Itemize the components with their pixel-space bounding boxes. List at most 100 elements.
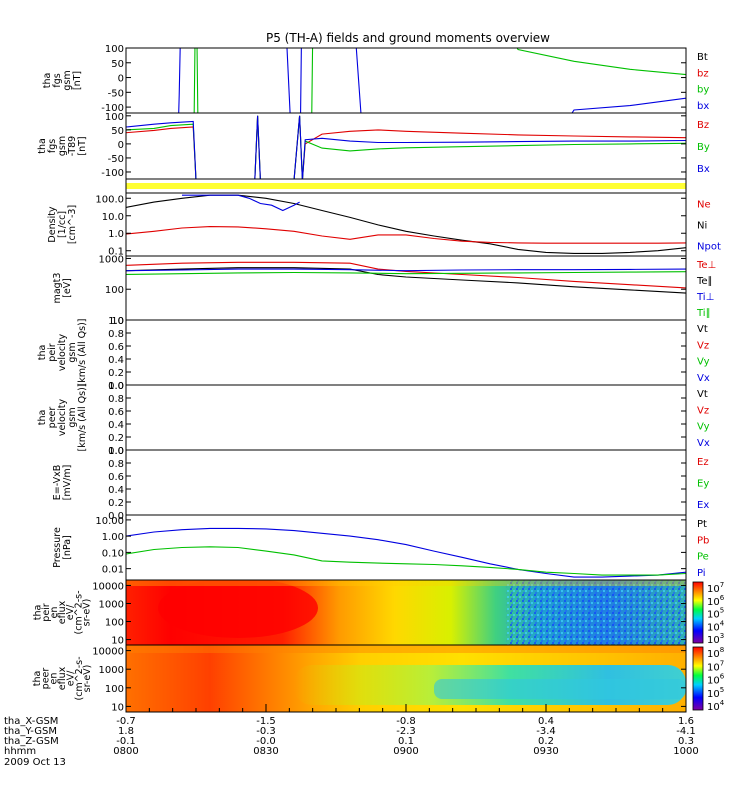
series-line-pressure-1 <box>126 546 686 576</box>
ephemeris-label-2: tha_Z-GSM <box>4 736 59 747</box>
legend-density-0: Ne <box>697 200 711 211</box>
ytick-label-efield-1: 0.8 <box>108 459 124 470</box>
ylabel-line-peir_en_eflux-5: (cm^2-s- <box>73 591 84 635</box>
series-line-density-0 <box>126 194 686 254</box>
legend-fgs_t89-0: Bz <box>697 120 709 131</box>
ylabel-line-pressure-0: Pressure <box>52 527 63 568</box>
series-line-fgs_t89-1 <box>126 115 686 179</box>
legend-fgs-1: bz <box>697 68 709 79</box>
legend-fgs-2: by <box>697 85 709 96</box>
legend-fgs-0: Bt <box>697 52 708 63</box>
panel-pressure: 10.00 1.00 0.10 0.01 Pressure [nPa] Pt Pb Pe Pi <box>52 514 709 581</box>
frame-pressure <box>125 514 687 581</box>
ytick-label-peer_velocity-3: 0.4 <box>108 420 124 431</box>
legend-pressure-3: Pi <box>697 568 706 579</box>
colorbar-tick-peer_en_eflux-1: 107 <box>707 659 724 673</box>
frame-peer_velocity <box>125 384 687 451</box>
ylabel-line-peir_velocity-0: tha <box>37 345 48 361</box>
chart-title: P5 (TH-A) fields and ground moments over… <box>266 31 550 45</box>
ephemeris-value-0-2: -0.8 <box>396 716 416 727</box>
ylabel-line-peer_en_eflux-6: sr-eV) <box>82 665 93 693</box>
ytick-label-peir_velocity-0: 1.0 <box>108 316 124 327</box>
ytick-label-peer_velocity-2: 0.6 <box>108 407 124 418</box>
ytick-label-fgs-3: -50 <box>108 88 124 99</box>
ylabel-line-fgs-2: gsm <box>62 70 73 90</box>
frame-fgs_t89 <box>125 112 687 180</box>
ylabel-line-peir_en_eflux-4: eV/ <box>65 604 76 620</box>
series-group-density <box>126 194 686 254</box>
ytick-label-peir_en_eflux-0: 10000 <box>92 581 124 592</box>
colorbar-tick-peir_en_eflux-1: 106 <box>707 594 725 608</box>
colorbar-tick-peer_en_eflux-2: 106 <box>707 673 725 687</box>
series-line-magt3-1 <box>126 267 686 294</box>
ylabel-line-peir_velocity-2: velocity <box>57 334 68 372</box>
ephemeris-value-0-1: -1.5 <box>256 716 276 727</box>
legend-efield-1: Ey <box>697 479 709 490</box>
colorbar-tick-peer_en_eflux-4: 104 <box>707 699 725 713</box>
legend-fgs-3: bx <box>697 101 709 112</box>
ephemeris-value-1-1: -0.3 <box>256 726 276 737</box>
legend-peer_velocity-2: Vy <box>697 422 710 433</box>
ylabel-line-density-0: Density <box>47 206 58 242</box>
ylabel-line-peer_velocity-0: tha <box>37 410 48 426</box>
spectrogram-peir_en_eflux <box>126 580 686 645</box>
series-line-magt3-2 <box>126 268 686 272</box>
legend-magt3-2: Ti⊥ <box>696 292 714 303</box>
ylabel-line-peir_velocity-1: peir <box>47 343 58 362</box>
time-axis-label: hhmm <box>4 746 36 757</box>
ylabel-line-fgs_t89-2: gsm <box>57 136 68 156</box>
legend-density-1: Ni <box>697 221 707 232</box>
ytick-label-pressure-3: 0.01 <box>102 565 124 576</box>
ylabel-line-density-2: [cm^-3] <box>67 205 78 244</box>
ytick-label-peir_en_eflux-1: 1000 <box>99 599 124 610</box>
ytick-label-magt3-0: 1000 <box>99 254 124 265</box>
ylabel-line-peer_velocity-2: velocity <box>57 399 68 437</box>
colorbar-tick-peer_en_eflux-0: 108 <box>707 646 724 660</box>
series-line-pressure-0 <box>126 527 686 578</box>
ylabel-peer_velocity: tha peer velocity gsm [km/s (All Qs)] <box>37 384 88 452</box>
ytick-label-peer_velocity-5: 0.0 <box>108 446 124 457</box>
ytick-label-fgs_t89-3: -50 <box>108 154 124 165</box>
xtick-label-2: 0900 <box>393 746 418 757</box>
ylabel-line-magt3-1: [eV] <box>62 278 73 298</box>
ylabel-line-fgs_t89-3: -T89 <box>67 136 78 156</box>
colorbar-tick-peir_en_eflux-4: 103 <box>707 632 724 646</box>
ylabel-line-peer_en_eflux-3: eflux <box>57 666 68 690</box>
ylabel-line-pressure-1: [nPa] <box>62 535 73 560</box>
ylabel-fgs: tha fgs gsm [nT] <box>42 70 83 90</box>
ylabel-line-efield-0: E=-VxB <box>52 465 63 500</box>
legend-density-2: Npot <box>697 242 721 253</box>
legend-peer_velocity-3: Vx <box>697 438 710 449</box>
series-line-magt3-3 <box>126 271 686 276</box>
series-line-density-2 <box>182 194 300 212</box>
ylabel-line-fgs-1: fgs <box>52 73 63 87</box>
legend-peir_velocity-0: Vt <box>697 324 708 335</box>
ylabel-line-peer_velocity-3: gsm <box>67 407 78 427</box>
ylabel-line-density-1: [1/cc] <box>57 211 68 238</box>
ylabel-line-peir_en_eflux-2: en <box>49 607 60 619</box>
ytick-label-peir_velocity-3: 0.4 <box>108 355 124 366</box>
legend-magt3-0: Te⊥ <box>696 260 716 271</box>
ytick-label-peir_en_eflux-3: 10 <box>111 636 124 647</box>
ylabel-efield: E=-VxB [mV/m] <box>52 465 73 501</box>
ytick-label-fgs-4: -100 <box>101 103 124 114</box>
ytick-label-fgs_t89-1: 50 <box>111 126 124 137</box>
date-label: 2009 Oct 13 <box>4 757 66 768</box>
ylabel-line-peer_en_eflux-5: (cm^2-s- <box>74 657 85 701</box>
ytick-label-magt3-2: 10 <box>111 316 124 327</box>
ylabel-line-peer_en_eflux-1: peer <box>40 668 51 690</box>
series-group-fgs_t89 <box>126 115 686 179</box>
colorbar-peer_en_eflux <box>692 646 704 711</box>
ytick-label-peir_en_eflux-2: 100 <box>105 618 124 629</box>
ylabel-line-peir_en_eflux-0: tha <box>33 605 44 621</box>
ytick-label-fgs-2: 0 <box>118 74 124 85</box>
ytick-label-peer_velocity-1: 0.8 <box>108 394 124 405</box>
ylabel-density: Density [1/cc] [cm^-3] <box>47 205 78 244</box>
legend-pressure-0: Pt <box>697 519 707 530</box>
ephemeris-value-2-1: -0.0 <box>256 736 276 747</box>
ephemeris-value-0-0: -0.7 <box>116 716 136 727</box>
